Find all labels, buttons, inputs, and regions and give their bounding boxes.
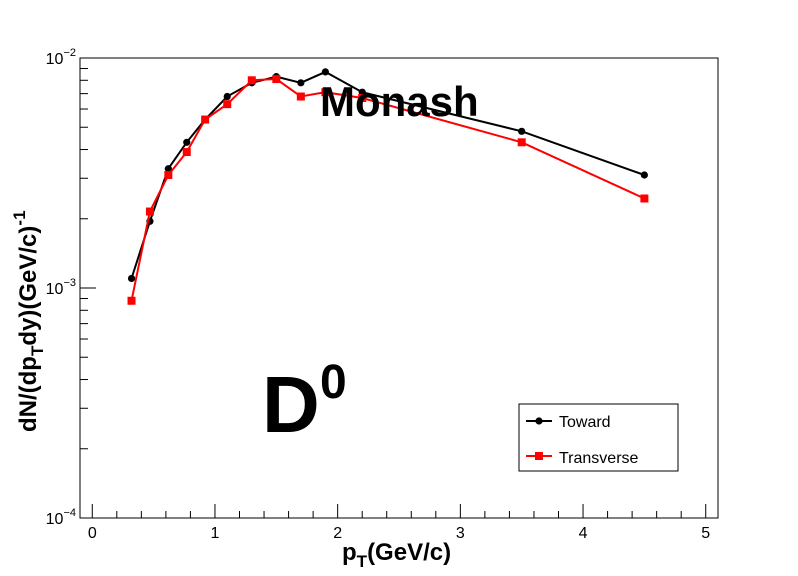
x-tick-label: 0 [88,525,97,542]
y-tick-exponent: −3 [63,277,76,289]
particle-name: D [262,360,320,449]
x-tick-label: 5 [701,525,710,542]
data-point-transverse [272,75,281,84]
generator-label: Monash [320,78,479,125]
data-point-transverse [321,88,330,97]
data-point-toward [518,127,526,135]
x-axis-title-main: p [342,539,357,566]
data-point-toward [127,274,136,283]
legend-marker-transverse [535,452,543,460]
y-axis-title-part-b: dy)(GeV/c) [15,226,42,346]
x-tick-label: 3 [456,525,465,542]
legend-marker-toward [535,417,543,425]
data-point-toward [164,165,172,173]
x-axis-title-rest: (GeV/c) [367,539,451,566]
series-layer [127,68,649,305]
data-point-transverse [223,100,232,109]
data-point-transverse [296,92,305,101]
y-tick-label: 10−4 [46,507,76,528]
x-axis: 0 1 2 3 4 5 [88,504,710,542]
x-tick-label: 4 [579,525,588,542]
y-axis-title-subscript: T [28,345,47,356]
legend-box [518,403,679,472]
y-tick-base: 10 [46,281,64,298]
x-axis-title-subscript: T [357,552,368,571]
y-tick-label: 10−2 [46,47,76,68]
particle-label: D 0 [262,356,347,449]
data-point-toward [223,92,231,101]
data-point-toward [297,79,305,87]
data-point-transverse [247,76,256,85]
y-tick-exponent: −2 [63,47,76,59]
data-point-transverse [201,115,210,124]
x-tick-label: 2 [333,525,342,542]
y-tick-base: 10 [46,51,64,68]
y-axis-title-part-a: dN/(dp [15,356,42,432]
data-point-transverse [517,138,526,147]
data-point-transverse [640,194,649,203]
particle-superscript: 0 [320,356,347,409]
legend-label-transverse: Transverse [559,450,639,467]
y-tick-exponent: −4 [63,507,76,519]
legend: Toward Transverse [518,403,679,472]
data-point-transverse [358,94,367,103]
y-axis-title-superscript: -1 [10,210,29,225]
y-tick-base: 10 [46,511,64,528]
data-point-transverse [145,207,154,216]
data-point-transverse [164,170,173,179]
data-point-toward [321,68,329,76]
x-tick-label: 1 [211,525,220,542]
data-point-toward [640,171,648,179]
data-point-toward [183,138,191,146]
legend-label-toward: Toward [559,414,611,431]
data-point-transverse [182,148,191,157]
x-axis-title: pT(GeV/c) [342,539,451,571]
y-axis-title: dN/(dpTdy)(GeV/c)-1 [10,210,47,432]
y-axis: 10−410−310−2 [46,47,96,528]
data-point-transverse [127,296,136,305]
y-tick-label: 10−3 [46,277,76,298]
